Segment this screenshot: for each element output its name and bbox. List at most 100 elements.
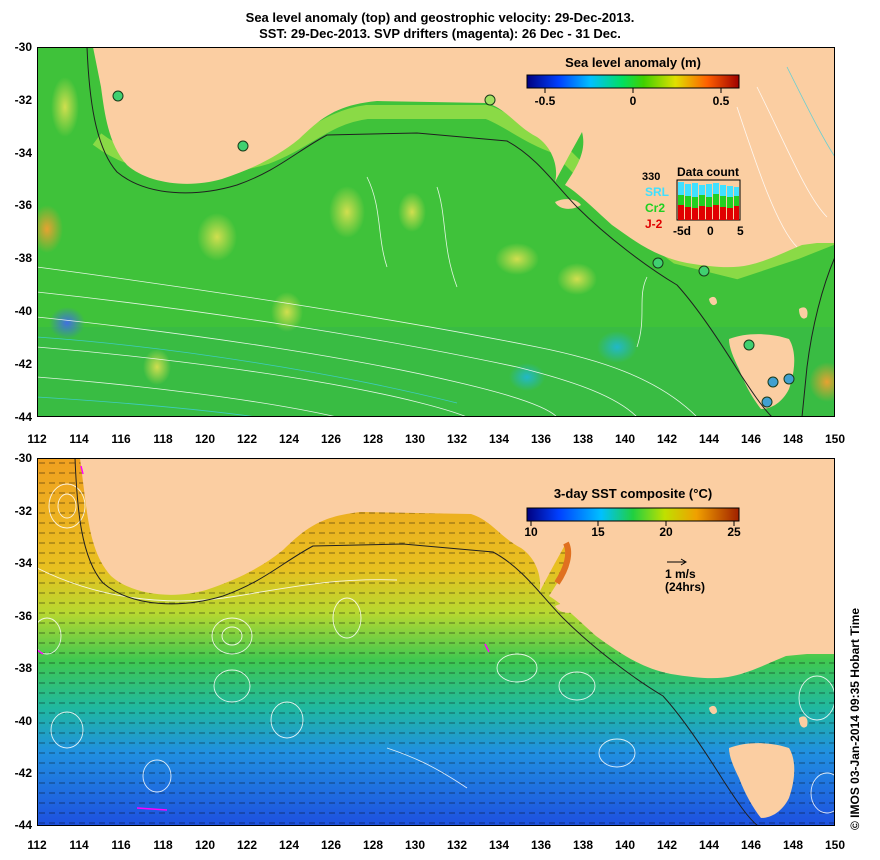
bottom-lon-label: 112 xyxy=(27,838,47,852)
bottom-lon-label: 128 xyxy=(362,838,384,852)
top-lat-label: -36 xyxy=(14,198,32,212)
bottom-lat-label: -30 xyxy=(14,451,32,465)
top-lat-label: -42 xyxy=(14,357,32,371)
sla-anomaly-blob xyxy=(597,331,637,363)
top-lon-label: 126 xyxy=(320,432,342,446)
top-lon-label: 138 xyxy=(572,432,594,446)
data-count-title: Data count xyxy=(677,165,739,179)
sla-anomaly-blob xyxy=(49,307,85,339)
top-lon-label: 136 xyxy=(530,432,552,446)
data-count-xtick: 0 xyxy=(707,224,714,238)
top-lat-label: -30 xyxy=(14,40,32,54)
velocity-scale-sublabel: (24hrs) xyxy=(665,580,705,594)
top-lon-label: 146 xyxy=(740,432,762,446)
sla-contours xyxy=(37,483,835,814)
tasmania xyxy=(729,743,795,818)
bottom-map-frame xyxy=(37,458,835,826)
top-lon-label: 142 xyxy=(656,432,678,446)
top-lon-label: 120 xyxy=(194,432,216,446)
bottom-lon-label: 146 xyxy=(740,838,762,852)
bottom-lon-label: 124 xyxy=(278,838,300,852)
sla-anomaly-blob xyxy=(509,363,545,391)
sst-colorbar-title: 3-day SST composite (°C) xyxy=(554,486,712,501)
sla-anomaly-blob xyxy=(197,213,237,261)
sla-colorbar xyxy=(526,74,740,89)
bottom-lon-label: 144 xyxy=(698,838,720,852)
data-count-xtick: 5 xyxy=(737,224,744,238)
bottom-lon-label: 136 xyxy=(530,838,552,852)
sst-colorbar-tick-label: 20 xyxy=(659,525,673,539)
top-lat-label: -40 xyxy=(14,304,32,318)
bottom-lon-label: 134 xyxy=(488,838,510,852)
sla-anomaly-blob xyxy=(495,243,539,275)
sla-colorbar-tick-label: 0 xyxy=(630,94,637,108)
top-lon-label: 148 xyxy=(782,432,804,446)
imos-credit: © IMOS 03-Jan-2014 09:35 Hobart Time xyxy=(848,607,862,830)
flinders-island xyxy=(799,716,808,728)
top-lon-label: 130 xyxy=(404,432,426,446)
sla-anomaly-blob xyxy=(37,205,63,253)
sla-colorbar-tick-label: 0.5 xyxy=(713,94,730,108)
top-lon-label: 118 xyxy=(153,432,173,446)
tide-gauges xyxy=(112,90,795,408)
sla-anomaly-blob xyxy=(51,77,79,137)
sst-colorbar-tick-label: 15 xyxy=(591,525,605,539)
map-title-line2: SST: 29-Dec-2013. SVP drifters (magenta)… xyxy=(259,26,621,41)
data-count-xtick: -5d xyxy=(673,224,691,238)
satellite-label-srl: SRL xyxy=(645,185,669,199)
bottom-lat-label: -38 xyxy=(14,661,32,675)
bottom-lon-label: 150 xyxy=(824,838,846,852)
bottom-lat-label: -44 xyxy=(14,818,32,832)
sst-colorbar-tick-label: 10 xyxy=(524,525,538,539)
top-lon-label: 140 xyxy=(614,432,636,446)
top-lon-label: 134 xyxy=(488,432,510,446)
bottom-lon-label: 142 xyxy=(656,838,678,852)
top-lat-label: -32 xyxy=(14,93,32,107)
velocity-scale-label: 1 m/s xyxy=(665,567,696,581)
bottom-lon-label: 122 xyxy=(236,838,258,852)
isobath-line xyxy=(801,256,835,417)
king-island xyxy=(709,705,717,715)
data-count-max: 330 xyxy=(642,171,660,183)
bottom-lat-label: -40 xyxy=(14,714,32,728)
satellite-label-j2: J-2 xyxy=(645,217,663,231)
bottom-lon-label: 116 xyxy=(111,838,131,852)
sst-colorbar xyxy=(526,507,740,522)
bottom-lon-label: 130 xyxy=(404,838,426,852)
top-lon-label: 150 xyxy=(824,432,846,446)
top-lon-label: 116 xyxy=(111,432,131,446)
tasmania xyxy=(729,334,795,409)
bottom-lon-label: 132 xyxy=(446,838,468,852)
streamlines xyxy=(37,86,828,417)
velocity-scale-arrow xyxy=(667,558,687,566)
bottom-lat-label: -34 xyxy=(14,556,32,570)
australia-mainland xyxy=(93,47,835,268)
top-lon-label: 112 xyxy=(27,432,47,446)
sla-anomaly-blob xyxy=(398,192,426,232)
bottom-lon-label: 118 xyxy=(153,838,173,852)
streamlines-cyan xyxy=(37,66,835,417)
kangaroo-island xyxy=(555,199,581,209)
top-lon-label: 114 xyxy=(69,432,89,446)
bottom-lon-label: 148 xyxy=(782,838,804,852)
gulf-warm-water xyxy=(554,541,572,585)
sla-anomaly-blob xyxy=(809,362,835,402)
top-lon-label: 122 xyxy=(236,432,258,446)
top-lon-label: 124 xyxy=(278,432,300,446)
top-lat-label: -38 xyxy=(14,251,32,265)
flinders-island xyxy=(799,307,808,319)
satellite-label-cr2: Cr2 xyxy=(645,201,665,215)
top-lat-label: -44 xyxy=(14,410,32,424)
top-lon-label: 144 xyxy=(698,432,720,446)
sla-anomaly-blob xyxy=(329,186,365,238)
isobath-line xyxy=(86,47,773,417)
sla-colorbar-tick-label: -0.5 xyxy=(535,94,556,108)
bottom-lon-label: 138 xyxy=(572,838,594,852)
bottom-lat-label: -32 xyxy=(14,504,32,518)
top-map-frame xyxy=(37,47,835,417)
map-title-line1: Sea level anomaly (top) and geostrophic … xyxy=(245,10,635,25)
sst-colorbar-tick-label: 25 xyxy=(727,525,741,539)
top-lon-label: 128 xyxy=(362,432,384,446)
bottom-lat-label: -42 xyxy=(14,766,32,780)
bottom-lat-label: -36 xyxy=(14,609,32,623)
